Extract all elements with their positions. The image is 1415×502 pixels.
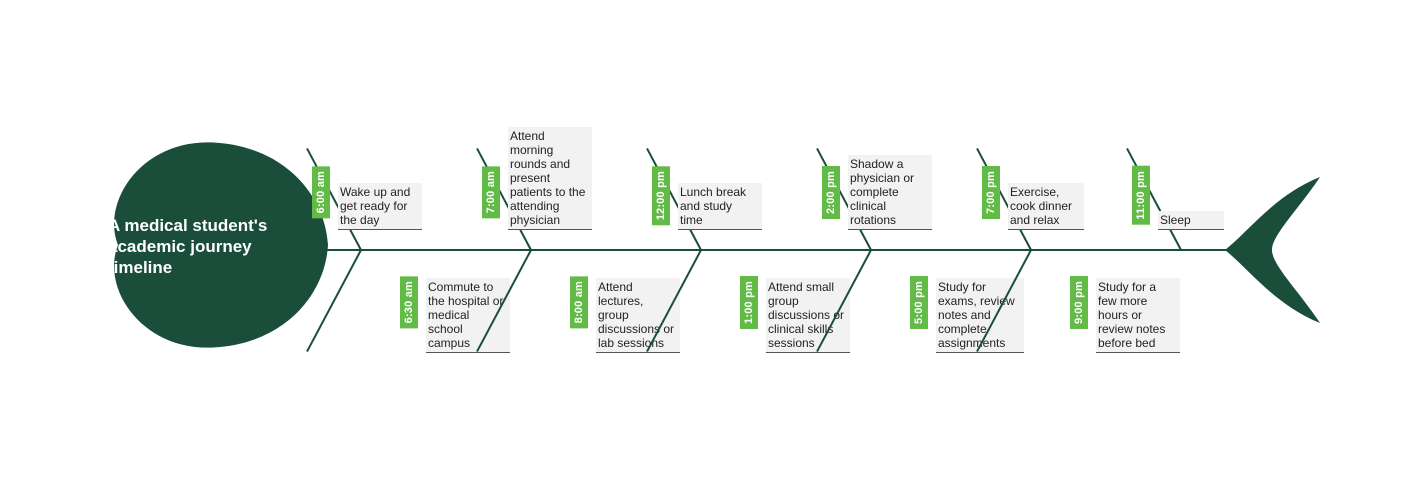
bone-description: Shadow a physician or complete clinical … bbox=[848, 155, 932, 230]
fishbone-diagram: A medical student's academic journey tim… bbox=[0, 0, 1415, 502]
time-badge: 6:00 am bbox=[312, 166, 330, 218]
time-badge: 12:00 pm bbox=[652, 166, 670, 225]
bone-description: Attend lectures, group discussions or la… bbox=[596, 278, 680, 353]
bone-description: Exercise, cook dinner and relax bbox=[1008, 183, 1084, 230]
time-badge: 7:00 am bbox=[482, 166, 500, 218]
fish-spine bbox=[300, 249, 1245, 251]
bone-description: Sleep bbox=[1158, 211, 1224, 230]
bone-description: Lunch break and study time bbox=[678, 183, 762, 230]
time-badge: 7:00 pm bbox=[982, 166, 1000, 219]
bone-description: Attend small group discussions or clinic… bbox=[766, 278, 850, 353]
time-badge: 2:00 pm bbox=[822, 166, 840, 219]
bone-description: Commute to the hospital or medical schoo… bbox=[426, 278, 510, 353]
bone-description: Attend morning rounds and present patien… bbox=[508, 127, 592, 230]
time-badge: 1:00 pm bbox=[740, 276, 758, 329]
time-badge: 9:00 pm bbox=[1070, 276, 1088, 329]
diagram-title: A medical student's academic journey tim… bbox=[108, 215, 308, 278]
time-badge: 6:30 am bbox=[400, 276, 418, 328]
time-badge: 11:00 pm bbox=[1132, 166, 1150, 225]
bone-description: Wake up and get ready for the day bbox=[338, 183, 422, 230]
bone-description: Study for a few more hours or review not… bbox=[1096, 278, 1180, 353]
time-badge: 8:00 am bbox=[570, 276, 588, 328]
fish-tail-shape bbox=[1220, 175, 1325, 325]
time-badge: 5:00 pm bbox=[910, 276, 928, 329]
